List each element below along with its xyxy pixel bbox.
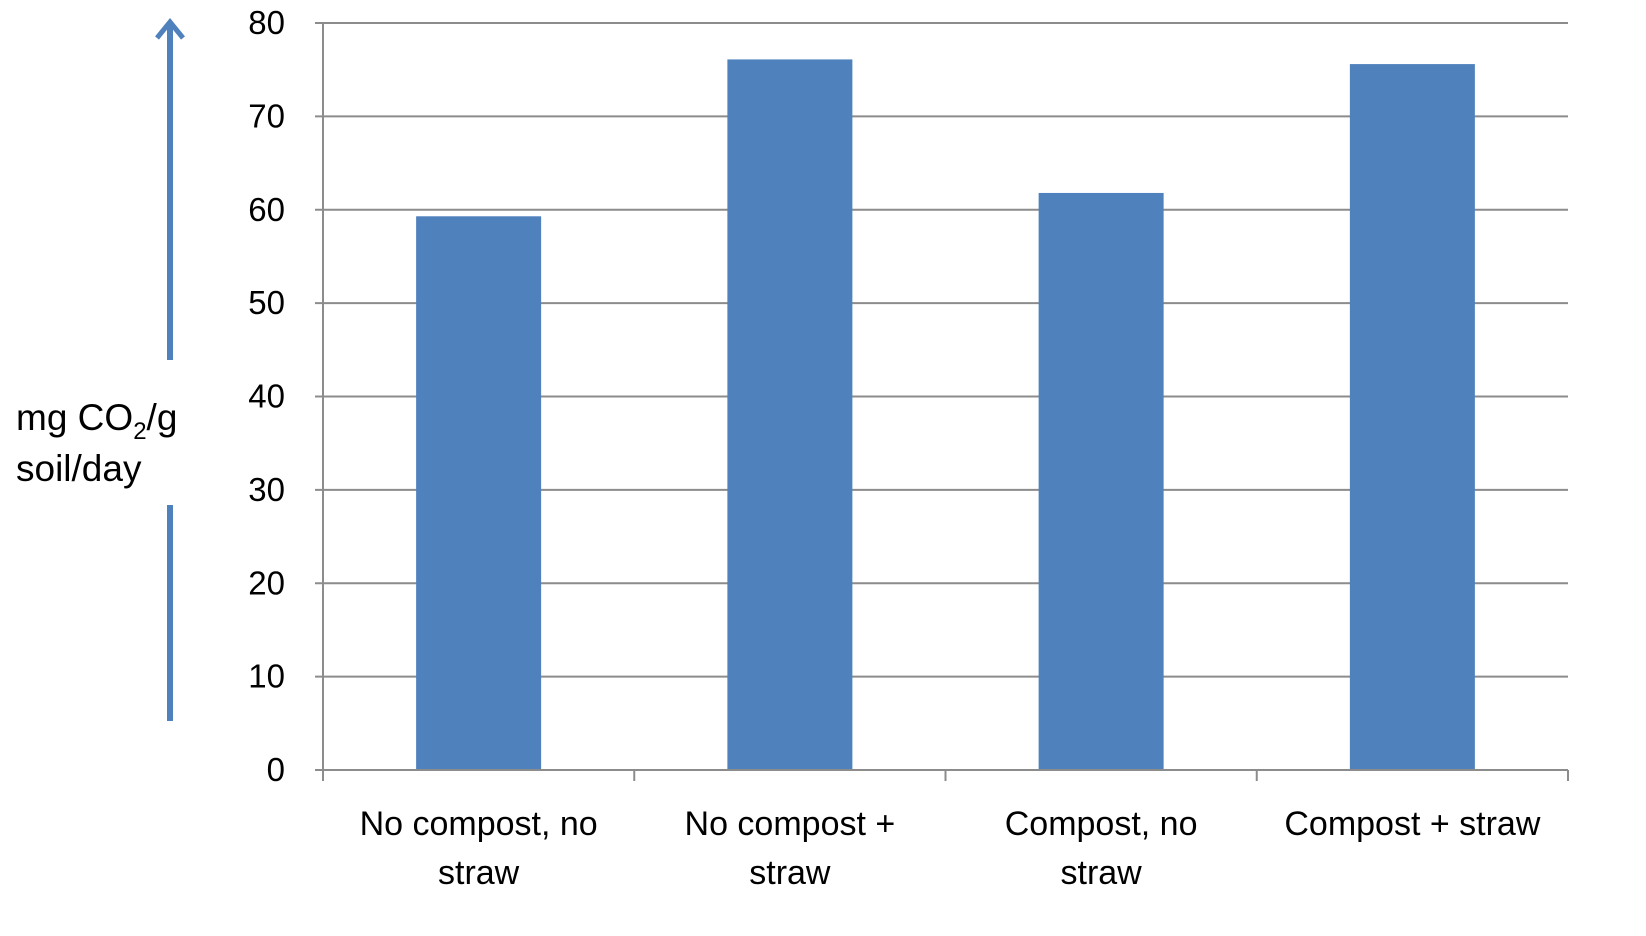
y-tick-labels: 0 10 20 30 40 50 60 70 80 [248, 4, 285, 788]
y-tick-label: 40 [248, 378, 285, 415]
y-tick-label: 20 [248, 564, 285, 601]
y-axis-label-suffix: /g [147, 397, 178, 438]
x-category-label: No compost + straw [685, 805, 896, 892]
x-category-label-line: No compost + [685, 805, 896, 843]
x-category-label-line: straw [749, 854, 831, 892]
bar [1038, 192, 1164, 770]
y-tick-label: 70 [248, 97, 285, 134]
y-tick-label: 80 [248, 4, 285, 41]
x-category-label-line: No compost, no [360, 805, 598, 843]
x-category-label-line: straw [438, 854, 520, 892]
bar [727, 59, 853, 770]
axes [315, 22, 1569, 781]
x-category-label-line: straw [1061, 854, 1143, 892]
y-tick-label: 50 [248, 284, 285, 321]
x-category-label: Compost, no straw [1005, 805, 1198, 892]
y-axis-label-line2: soil/day [16, 448, 142, 489]
y-tick-label: 30 [248, 471, 285, 508]
y-tick-label: 0 [267, 751, 285, 788]
arrow-head-icon [155, 18, 185, 40]
y-axis-label-line1: mg CO2/g [16, 397, 177, 445]
bar [416, 216, 542, 770]
x-category-label-line: Compost + straw [1284, 805, 1540, 843]
x-category-label-line: Compost, no [1005, 805, 1198, 843]
y-axis-label-prefix: mg CO [16, 397, 133, 438]
y-axis-label-group: mg CO2/g soil/day [16, 18, 185, 721]
x-category-label: No compost, no straw [360, 805, 598, 892]
x-category-label: Compost + straw [1284, 805, 1540, 843]
y-tick-label: 60 [248, 191, 285, 228]
y-axis-label-subscript: 2 [133, 418, 146, 445]
bars [416, 59, 1475, 770]
y-tick-label: 10 [248, 658, 285, 695]
bar [1349, 64, 1475, 770]
